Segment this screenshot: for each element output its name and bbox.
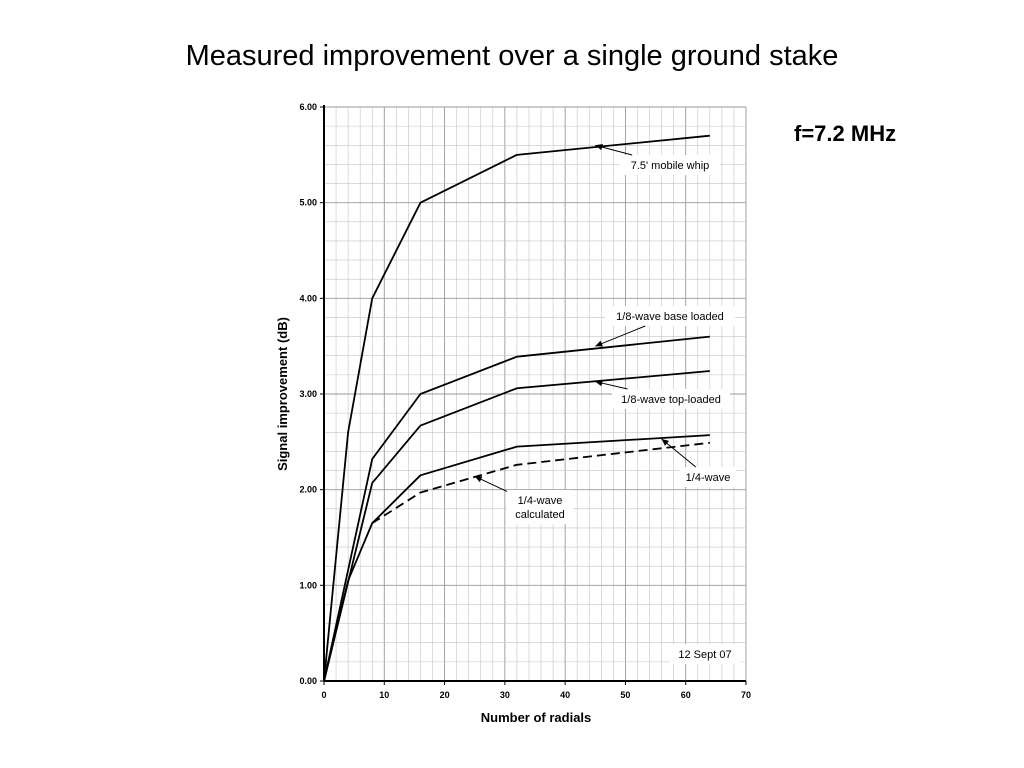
frequency-label: f=7.2 MHz [794, 121, 897, 146]
annotation-arrowhead [595, 340, 603, 347]
annotation-box [507, 490, 573, 524]
x-tick-label: 0 [321, 690, 326, 700]
annotation-arrow-line [661, 438, 697, 468]
y-tick-label: 6.00 [299, 102, 317, 112]
series-line [323, 434, 710, 682]
x-tick-label: 30 [500, 690, 510, 700]
x-tick-label: 50 [620, 690, 630, 700]
y-tick-label: 5.00 [299, 198, 317, 208]
annotation-box [620, 155, 720, 175]
y-axis-label: Signal improvement (dB) [275, 317, 290, 471]
annotation-arrowhead [661, 438, 670, 446]
x-tick-label: 10 [379, 690, 389, 700]
x-tick-label: 70 [741, 690, 751, 700]
y-tick-label: 4.00 [299, 293, 317, 303]
series-line [323, 370, 710, 682]
annotation-arrow-line [595, 325, 646, 347]
annotation-label: calculated [515, 509, 565, 521]
annotation-arrowhead [595, 143, 603, 151]
annotation-label: 1/8-wave top-loaded [621, 394, 721, 406]
annotation-arrowhead [474, 476, 483, 483]
y-tick-label: 1.00 [299, 580, 317, 590]
annotation-box [680, 467, 736, 487]
series-line [323, 134, 710, 682]
chart-axes: 0 10 20 30 40 50 60 70 0.00 1.00 2.00 3.00 4.00 5.00 6… [299, 102, 751, 700]
y-tick-label: 0.00 [299, 676, 317, 686]
x-tick-label: 40 [560, 690, 570, 700]
x-tick-label: 60 [681, 690, 691, 700]
annotation-label: 1/4-wave [686, 472, 731, 484]
series-line [371, 441, 710, 524]
annotation-label: 1/8-wave base loaded [616, 311, 724, 323]
annotation-box [605, 306, 735, 326]
chart-grid [323, 106, 747, 682]
annotation-label: 7.5' mobile whip [631, 160, 710, 172]
annotation-label: 1/4-wave [518, 495, 563, 507]
date-note: 12 Sept 07 [678, 649, 731, 661]
x-tick-label: 20 [440, 690, 450, 700]
chart-series [323, 134, 710, 682]
series-line [323, 335, 710, 682]
y-tick-label: 3.00 [299, 389, 317, 399]
y-tick-label: 2.00 [299, 485, 317, 495]
annotation-arrowhead [595, 380, 603, 387]
date-note-box [670, 644, 740, 664]
slide-title: Measured improvement over a single groun… [185, 40, 839, 72]
x-axis-label: Number of radials [481, 710, 592, 725]
chart-annotations: 7.5' mobile whip 1/8-wave base loaded 1/8-… [474, 143, 740, 664]
annotation-box [612, 389, 730, 409]
